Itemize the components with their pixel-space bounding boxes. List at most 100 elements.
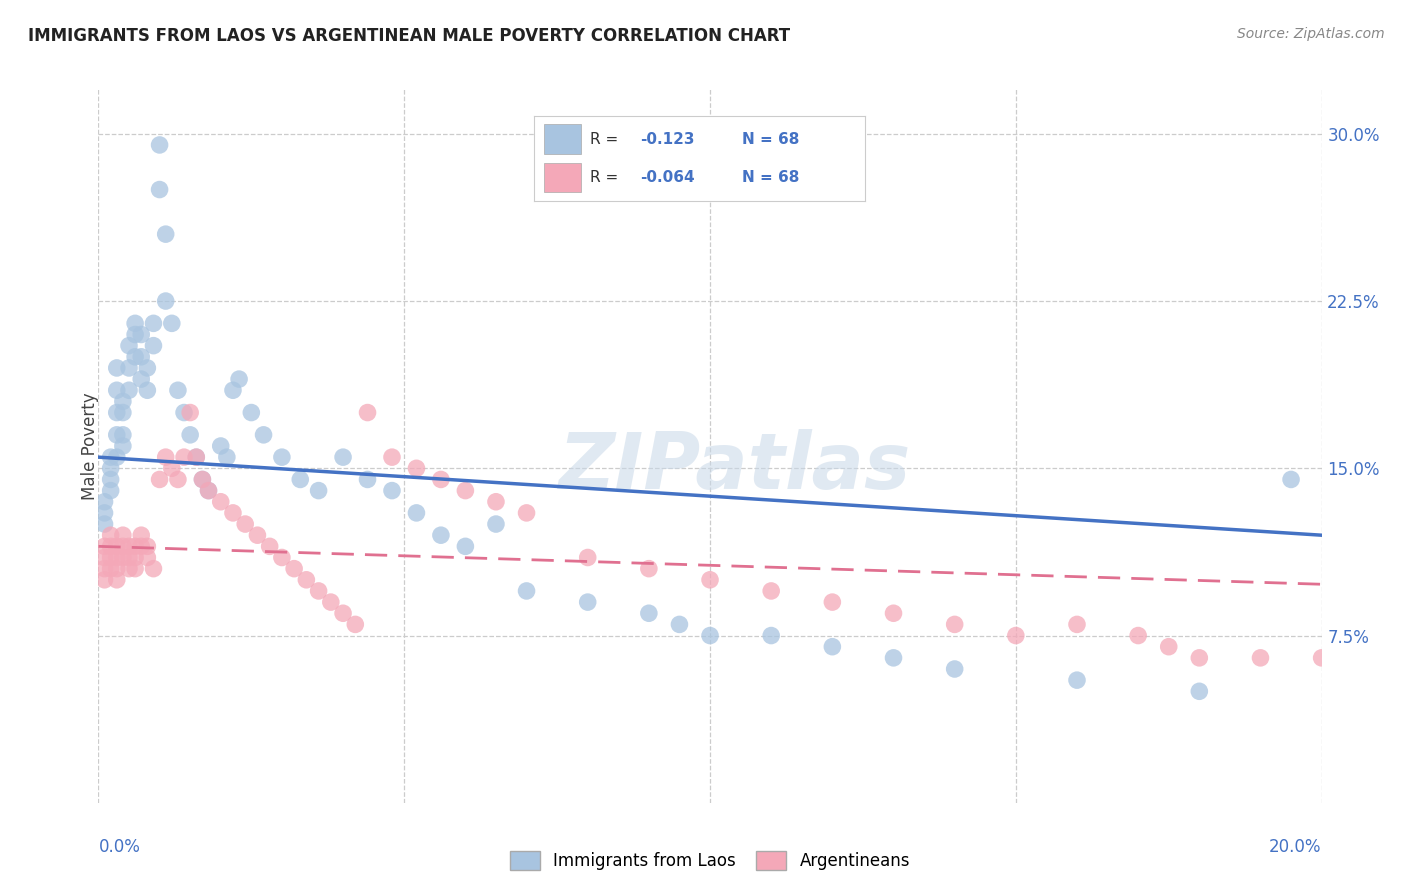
Point — [105, 427, 128, 442]
Point — [1279, 473, 1302, 487]
Point — [149, 473, 172, 487]
Point — [100, 450, 122, 465]
Point — [454, 539, 477, 553]
Text: -0.064: -0.064 — [640, 169, 695, 185]
Point — [430, 473, 453, 487]
Text: Source: ZipAtlas.com: Source: ZipAtlas.com — [1237, 27, 1385, 41]
Point — [105, 550, 128, 565]
Point — [259, 539, 281, 553]
Point — [381, 450, 404, 465]
Point — [160, 317, 183, 331]
Point — [167, 473, 190, 487]
Point — [93, 573, 115, 587]
Text: N = 68: N = 68 — [742, 169, 800, 185]
Point — [405, 506, 427, 520]
Point — [111, 539, 134, 553]
Point — [1310, 651, 1333, 665]
Point — [124, 562, 146, 576]
Point — [93, 506, 115, 520]
Point — [668, 617, 690, 632]
Point — [1157, 640, 1180, 654]
Y-axis label: Male Poverty: Male Poverty — [82, 392, 98, 500]
Point — [129, 539, 152, 553]
Point — [155, 450, 177, 465]
Point — [240, 405, 263, 420]
Point — [883, 607, 905, 621]
Point — [252, 427, 274, 442]
Point — [149, 138, 172, 153]
Point — [149, 182, 172, 196]
Point — [246, 528, 269, 542]
Point — [883, 651, 905, 665]
Point — [516, 583, 538, 598]
Point — [111, 439, 134, 453]
Point — [118, 360, 141, 375]
Point — [943, 617, 966, 632]
Point — [136, 550, 159, 565]
Point — [290, 473, 312, 487]
Point — [1188, 651, 1211, 665]
Point — [100, 539, 122, 553]
Point — [821, 640, 844, 654]
Point — [356, 473, 378, 487]
Point — [759, 583, 782, 598]
Point — [308, 583, 330, 598]
Point — [209, 494, 232, 508]
Point — [155, 227, 177, 241]
Point — [167, 384, 190, 398]
Point — [124, 539, 146, 553]
Text: R =: R = — [591, 132, 624, 147]
Point — [283, 562, 305, 576]
Point — [93, 562, 115, 576]
Point — [100, 483, 122, 498]
Point — [118, 562, 141, 576]
Point — [381, 483, 404, 498]
Point — [111, 427, 134, 442]
Point — [160, 461, 183, 475]
Point — [186, 450, 208, 465]
Point — [270, 450, 292, 465]
Point — [1066, 617, 1088, 632]
Point — [209, 439, 232, 453]
Point — [136, 384, 159, 398]
Point — [332, 450, 354, 465]
Point — [129, 528, 152, 542]
Point — [319, 595, 342, 609]
Point — [485, 517, 508, 532]
Point — [142, 562, 165, 576]
Point — [100, 550, 122, 565]
Text: R =: R = — [591, 169, 624, 185]
Point — [105, 405, 128, 420]
Point — [105, 450, 128, 465]
Point — [124, 317, 146, 331]
Point — [124, 550, 146, 565]
Point — [93, 494, 115, 508]
Point — [93, 539, 115, 553]
FancyBboxPatch shape — [544, 124, 581, 154]
Point — [1128, 628, 1150, 642]
Point — [516, 506, 538, 520]
Point — [111, 394, 134, 409]
Point — [155, 293, 177, 308]
Text: N = 68: N = 68 — [742, 132, 800, 147]
Point — [129, 350, 152, 364]
Point — [136, 539, 159, 553]
Point — [576, 550, 599, 565]
Point — [332, 607, 354, 621]
Point — [186, 450, 208, 465]
Point — [1249, 651, 1271, 665]
Point — [129, 327, 152, 342]
Point — [222, 506, 245, 520]
Point — [821, 595, 844, 609]
Point — [105, 573, 128, 587]
Point — [129, 372, 152, 386]
Point — [124, 350, 146, 364]
Point — [179, 427, 201, 442]
Point — [699, 628, 721, 642]
Text: IMMIGRANTS FROM LAOS VS ARGENTINEAN MALE POVERTY CORRELATION CHART: IMMIGRANTS FROM LAOS VS ARGENTINEAN MALE… — [28, 27, 790, 45]
Point — [356, 405, 378, 420]
Point — [197, 483, 219, 498]
Point — [344, 617, 367, 632]
Point — [179, 405, 201, 420]
Point — [142, 338, 165, 352]
